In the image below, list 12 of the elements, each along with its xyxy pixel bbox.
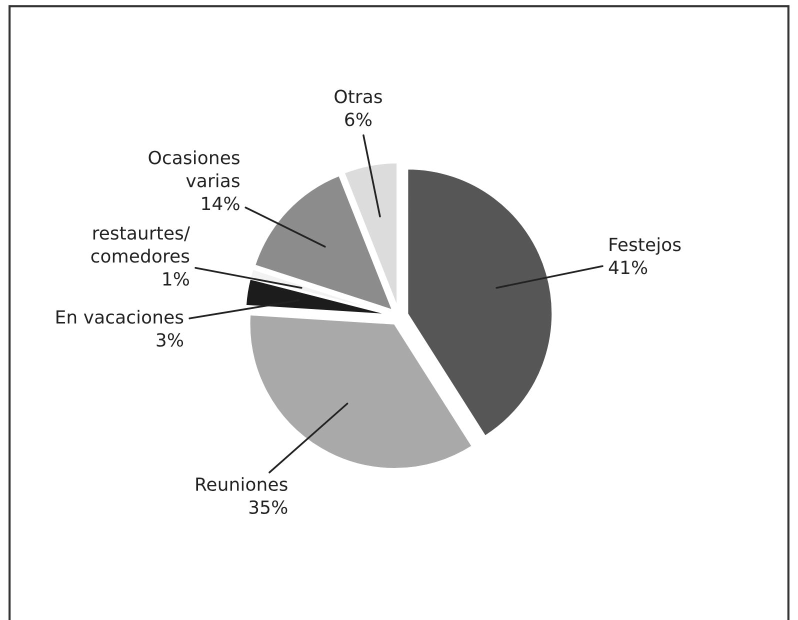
slice-label: Ocasiones varias (148, 150, 240, 188)
slice-label: Otras (334, 90, 382, 104)
slice-label: restaurtes/ comedores (91, 226, 190, 263)
slice-label: Reuniones (196, 477, 288, 492)
slice-label: En vacaciones (56, 310, 184, 324)
data-label: 3% (156, 333, 184, 347)
data-label: 14% (202, 196, 240, 210)
data-label: 41% (608, 260, 648, 274)
slice-label: Festejos (610, 237, 681, 255)
data-label: 1% (163, 272, 190, 286)
data-label: 6% (345, 112, 372, 126)
data-label: 35% (249, 500, 288, 514)
